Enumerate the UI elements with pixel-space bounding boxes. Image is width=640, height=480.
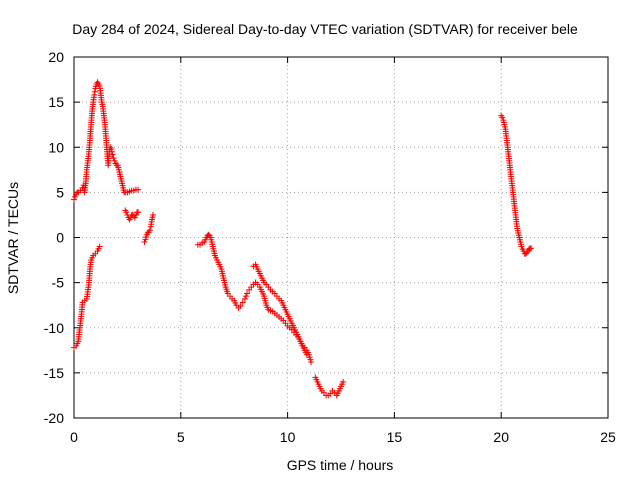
x-tick-label: 0 xyxy=(70,429,78,445)
data-point xyxy=(239,299,246,306)
data-point xyxy=(108,148,115,155)
data-point xyxy=(111,157,118,164)
data-point xyxy=(72,193,79,200)
data-point xyxy=(131,214,138,221)
data-point xyxy=(242,293,249,300)
y-tick-label: 20 xyxy=(48,49,64,65)
data-point xyxy=(237,303,244,310)
data-point xyxy=(109,151,116,158)
data-point xyxy=(91,88,98,95)
y-tick-label: 10 xyxy=(48,139,64,155)
series-arc-c-lower xyxy=(252,279,310,358)
data-point xyxy=(303,351,310,358)
series-arc-a-end xyxy=(141,211,157,246)
data-point xyxy=(244,290,251,297)
series-arc-d xyxy=(498,112,535,257)
data-point xyxy=(108,146,115,153)
x-tick-label: 25 xyxy=(600,429,616,445)
x-tick-label: 5 xyxy=(177,429,185,445)
data-point xyxy=(110,155,117,162)
grid xyxy=(74,57,608,418)
y-tick-label: 5 xyxy=(56,184,64,200)
data-point xyxy=(135,209,142,216)
series-arc-c-end xyxy=(312,374,347,399)
data-point xyxy=(71,196,77,203)
axis-ticks: 0 5 10 15 20 25 -20 -15 -10 -5 0 5 10 15 20 xyxy=(44,49,616,445)
data-point xyxy=(340,378,347,385)
data-point xyxy=(499,114,506,121)
data-point xyxy=(528,245,535,252)
x-tick-label: 10 xyxy=(280,429,296,445)
data-point xyxy=(518,243,525,250)
data-point xyxy=(146,227,153,234)
data-point xyxy=(96,243,103,250)
data-point xyxy=(123,209,130,216)
y-tick-label: -5 xyxy=(52,275,65,291)
y-tick-label: -10 xyxy=(44,320,64,336)
y-axis-title: SDTVAR / TECUs xyxy=(5,182,21,294)
chart-title: Day 284 of 2024, Sidereal Day-to-day VTE… xyxy=(72,21,578,37)
data-point xyxy=(150,211,157,218)
y-tick-label: 15 xyxy=(48,94,64,110)
x-tick-label: 20 xyxy=(493,429,509,445)
data-point xyxy=(135,186,142,193)
data-points xyxy=(71,79,535,399)
x-axis-title: GPS time / hours xyxy=(287,457,394,473)
data-point xyxy=(141,239,148,246)
y-tick-label: 0 xyxy=(56,230,64,246)
data-point xyxy=(91,91,98,98)
series-arc-b xyxy=(194,231,259,311)
x-tick-label: 15 xyxy=(387,429,403,445)
y-tick-label: -15 xyxy=(44,365,64,381)
series-arc-a-lower xyxy=(71,243,103,351)
data-point xyxy=(241,295,248,302)
data-point xyxy=(308,359,315,366)
series-arc-a-tail xyxy=(122,207,142,223)
series-arc-a-upper xyxy=(71,79,142,203)
y-tick-label: -20 xyxy=(44,410,64,426)
